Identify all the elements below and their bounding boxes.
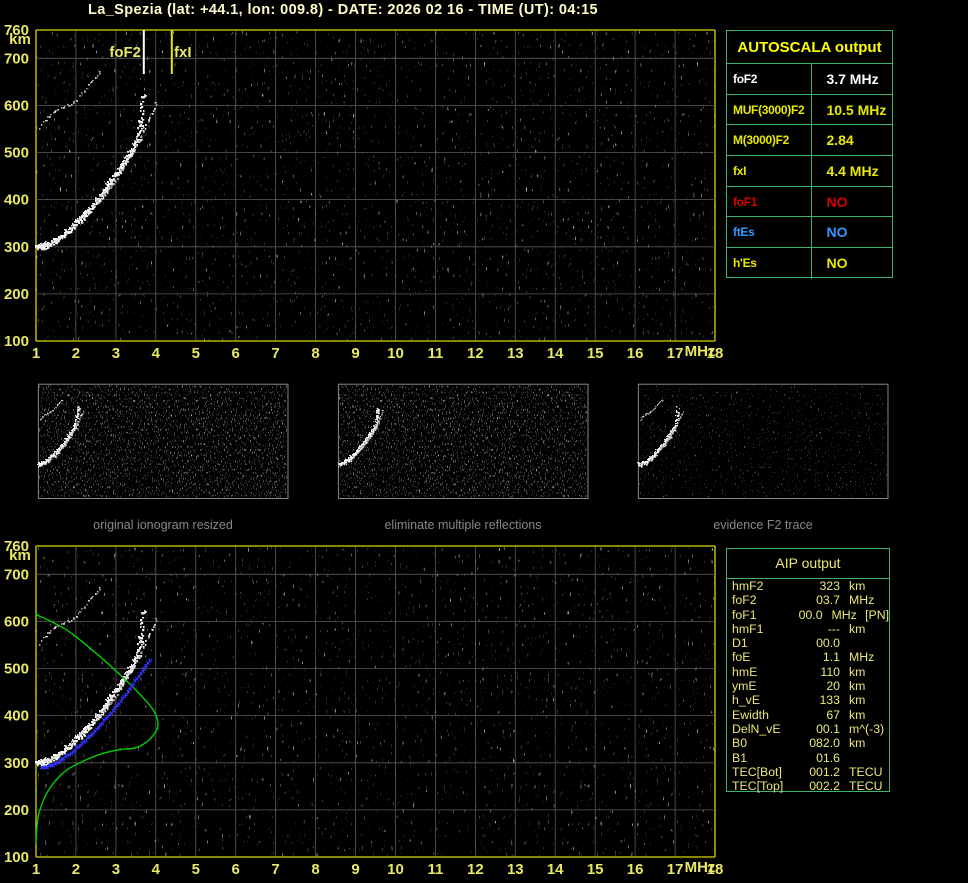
- svg-text:100: 100: [4, 849, 29, 866]
- svg-text:12: 12: [467, 861, 484, 878]
- svg-text:300: 300: [4, 755, 29, 772]
- svg-text:400: 400: [4, 708, 29, 725]
- svg-text:500: 500: [4, 661, 29, 678]
- svg-text:14: 14: [547, 861, 564, 878]
- svg-text:km: km: [9, 547, 31, 564]
- svg-text:2: 2: [72, 861, 80, 878]
- svg-text:7: 7: [271, 861, 279, 878]
- svg-text:10: 10: [387, 861, 404, 878]
- svg-text:600: 600: [4, 613, 29, 630]
- svg-text:4: 4: [152, 861, 161, 878]
- svg-text:MHz: MHz: [685, 859, 716, 876]
- svg-text:1: 1: [32, 861, 40, 878]
- svg-text:6: 6: [232, 861, 240, 878]
- svg-text:15: 15: [587, 861, 604, 878]
- svg-text:200: 200: [4, 802, 29, 819]
- svg-text:9: 9: [351, 861, 359, 878]
- svg-text:11: 11: [427, 861, 443, 878]
- svg-text:13: 13: [507, 861, 524, 878]
- svg-text:17: 17: [667, 861, 684, 878]
- svg-text:16: 16: [627, 861, 644, 878]
- svg-text:700: 700: [4, 566, 29, 583]
- svg-text:8: 8: [311, 861, 319, 878]
- svg-text:3: 3: [112, 861, 120, 878]
- svg-text:5: 5: [192, 861, 200, 878]
